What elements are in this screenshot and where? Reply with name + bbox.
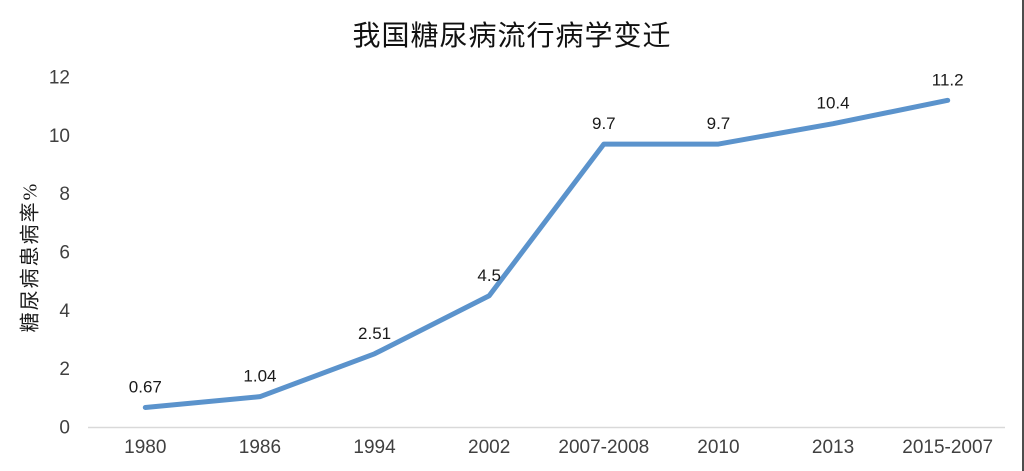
x-tick-label: 2010 <box>697 437 739 458</box>
x-tick-label: 2002 <box>468 437 510 458</box>
chart-title: 我国糖尿病流行病学变迁 <box>352 21 672 52</box>
y-tick-label: 4 <box>59 301 70 322</box>
series-line <box>142 97 951 410</box>
x-tick-label: 2015-2007 <box>902 437 993 458</box>
x-tick-label: 2007-2008 <box>558 437 649 458</box>
y-tick-label: 12 <box>49 68 70 89</box>
x-tick-label: 2013 <box>812 437 854 458</box>
data-label: 2.51 <box>358 324 391 343</box>
data-label: 10.4 <box>817 94 850 113</box>
screen-edge-line <box>1022 0 1024 471</box>
data-label: 9.7 <box>592 114 616 133</box>
y-tick-label: 6 <box>59 243 70 264</box>
y-tick-label: 2 <box>59 359 70 380</box>
x-tick-label: 1986 <box>239 437 281 458</box>
y-tick-label: 8 <box>59 184 70 205</box>
data-label: 9.7 <box>707 114 731 133</box>
data-label: 0.67 <box>129 377 162 396</box>
y-tick-label: 0 <box>59 418 70 439</box>
data-label: 11.2 <box>932 70 964 89</box>
x-tick-label: 1980 <box>124 437 166 458</box>
data-label: 4.5 <box>477 266 501 285</box>
data-label: 1.04 <box>243 367 276 386</box>
x-tick-label: 1994 <box>353 437 396 458</box>
y-tick-label: 10 <box>49 126 70 147</box>
